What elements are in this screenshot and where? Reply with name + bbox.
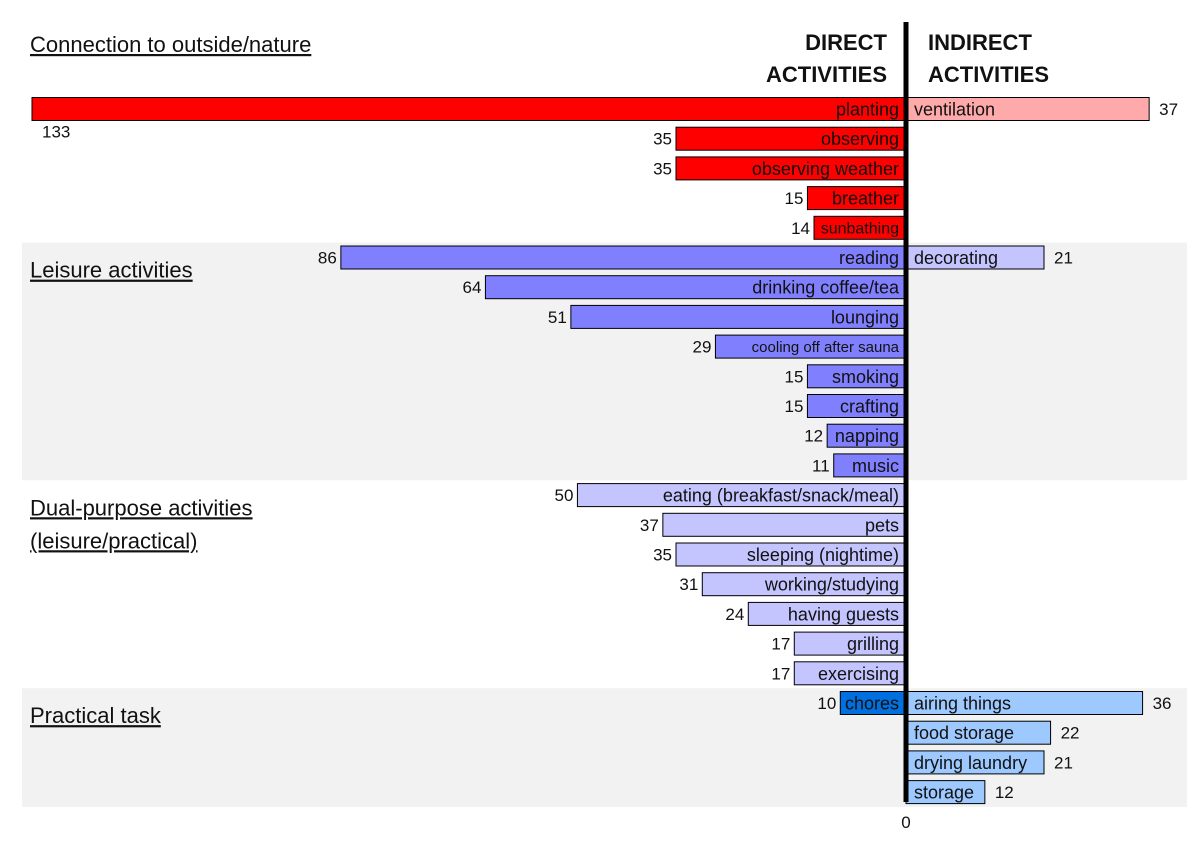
group-label-1-line0: Leisure activities — [30, 258, 193, 283]
bar-label-direct: pets — [865, 515, 899, 535]
bar-label-direct: eating (breakfast/snack/meal) — [663, 486, 899, 506]
value-label-indirect: 21 — [1054, 753, 1073, 772]
value-label-direct: 15 — [785, 397, 804, 416]
bar-direct-planting — [31, 97, 907, 121]
indirect-header-line2: ACTIVITIES — [928, 62, 1049, 87]
group-label-0-line0: Connection to outside/nature — [30, 32, 311, 57]
group-label-2-line1: (leisure/practical) — [30, 528, 198, 553]
bar-label-direct: reading — [839, 248, 899, 268]
value-label-direct: 24 — [725, 605, 744, 624]
value-label-direct: 37 — [640, 516, 659, 535]
value-label-direct: 86 — [318, 249, 337, 268]
value-label-direct: 10 — [817, 694, 836, 713]
group-label-2-line0: Dual-purpose activities — [30, 495, 253, 520]
bar-label-direct: lounging — [831, 307, 899, 327]
value-label-direct: 15 — [785, 367, 804, 386]
indirect-header-line1: INDIRECT — [928, 30, 1032, 55]
value-label-indirect: 36 — [1153, 694, 1172, 713]
group-labels-layer: Connection to outside/nature Leisure acti… — [30, 32, 311, 728]
value-label-indirect: 21 — [1054, 249, 1073, 268]
bar-label-direct: crafting — [840, 396, 899, 416]
bar-label-direct: sleeping (nightime) — [747, 545, 899, 565]
bar-label-direct: sunbathing — [821, 221, 899, 238]
bar-label-indirect: ventilation — [914, 99, 995, 119]
value-label-direct: 64 — [463, 278, 482, 297]
value-label-direct: 35 — [653, 546, 672, 565]
bar-label-direct: planting — [836, 99, 899, 119]
value-label-direct: 31 — [679, 575, 698, 594]
bar-label-direct: music — [852, 456, 899, 476]
bar-label-indirect: decorating — [914, 248, 998, 268]
value-label-direct: 51 — [548, 308, 567, 327]
value-label-direct: 12 — [804, 427, 823, 446]
bar-label-direct: observing — [821, 129, 899, 149]
bar-label-direct: breather — [832, 189, 899, 209]
value-label-direct: 11 — [812, 456, 830, 475]
value-label-direct: 133 — [42, 123, 70, 142]
value-label-direct: 15 — [785, 189, 804, 208]
value-label-indirect: 37 — [1159, 100, 1178, 119]
group-label-3-line0: Practical task — [30, 703, 162, 728]
direct-header-line2: ACTIVITIES — [766, 62, 887, 87]
bar-direct-reading — [340, 245, 907, 270]
bar-label-direct: napping — [835, 426, 899, 446]
bar-label-direct: observing weather — [752, 159, 899, 179]
value-label-direct: 35 — [653, 159, 672, 178]
bar-label-direct: working/studying — [764, 575, 899, 595]
value-label-indirect: 22 — [1061, 724, 1080, 743]
bar-label-direct: chores — [845, 693, 899, 713]
value-label-direct: 35 — [653, 130, 672, 149]
value-label-direct: 14 — [791, 219, 810, 238]
bar-label-direct: smoking — [832, 367, 899, 387]
bar-label-indirect: food storage — [914, 723, 1014, 743]
zero-axis-label: 0 — [901, 813, 910, 832]
bar-label-indirect: airing things — [914, 693, 1011, 713]
bar-label-direct: having guests — [788, 604, 899, 624]
direct-header-line1: DIRECT — [805, 30, 887, 55]
bar-label-indirect: storage — [914, 783, 974, 803]
value-label-direct: 17 — [771, 635, 790, 654]
value-label-direct: 50 — [555, 486, 574, 505]
bar-label-direct: grilling — [847, 634, 899, 654]
bar-label-indirect: drying laundry — [914, 753, 1027, 773]
value-label-direct: 17 — [771, 664, 790, 683]
bars-layer: planting 133 ventilation 37 observing 35 obser… — [31, 97, 1178, 805]
value-label-indirect: 12 — [995, 783, 1014, 802]
bar-label-direct: drinking coffee/tea — [752, 278, 900, 298]
bar-label-direct: exercising — [818, 664, 899, 684]
bar-label-direct: cooling off after sauna — [752, 339, 900, 356]
value-label-direct: 29 — [693, 338, 712, 357]
